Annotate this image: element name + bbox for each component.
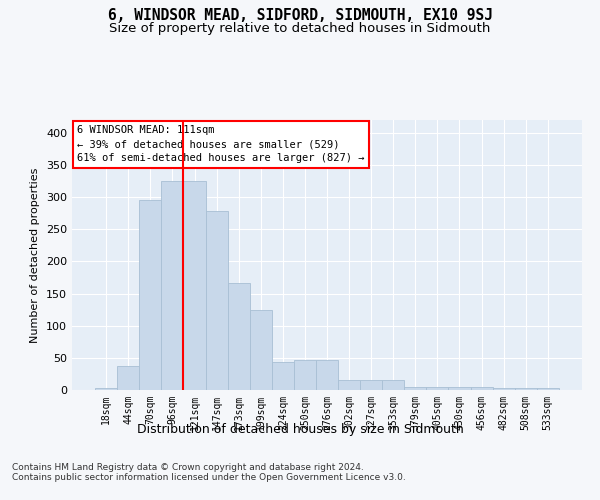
Bar bbox=[272, 362, 294, 390]
Text: 6 WINDSOR MEAD: 111sqm
← 39% of detached houses are smaller (529)
61% of semi-de: 6 WINDSOR MEAD: 111sqm ← 39% of detached… bbox=[77, 126, 365, 164]
Bar bbox=[117, 366, 139, 390]
Text: Contains HM Land Registry data © Crown copyright and database right 2024.
Contai: Contains HM Land Registry data © Crown c… bbox=[12, 462, 406, 482]
Text: 6, WINDSOR MEAD, SIDFORD, SIDMOUTH, EX10 9SJ: 6, WINDSOR MEAD, SIDFORD, SIDMOUTH, EX10… bbox=[107, 8, 493, 22]
Bar bbox=[382, 380, 404, 390]
Bar bbox=[338, 380, 360, 390]
Y-axis label: Number of detached properties: Number of detached properties bbox=[31, 168, 40, 342]
Bar bbox=[537, 388, 559, 390]
Bar bbox=[515, 388, 537, 390]
Text: Distribution of detached houses by size in Sidmouth: Distribution of detached houses by size … bbox=[137, 422, 463, 436]
Bar bbox=[427, 387, 448, 390]
Bar bbox=[360, 380, 382, 390]
Bar bbox=[206, 212, 227, 390]
Bar bbox=[227, 284, 250, 390]
Bar bbox=[184, 181, 206, 390]
Bar bbox=[448, 387, 470, 390]
Bar bbox=[294, 360, 316, 390]
Bar bbox=[316, 360, 338, 390]
Bar bbox=[470, 387, 493, 390]
Bar bbox=[95, 388, 117, 390]
Bar bbox=[161, 181, 184, 390]
Bar bbox=[250, 310, 272, 390]
Text: Size of property relative to detached houses in Sidmouth: Size of property relative to detached ho… bbox=[109, 22, 491, 35]
Bar bbox=[493, 388, 515, 390]
Bar bbox=[139, 200, 161, 390]
Bar bbox=[404, 387, 427, 390]
